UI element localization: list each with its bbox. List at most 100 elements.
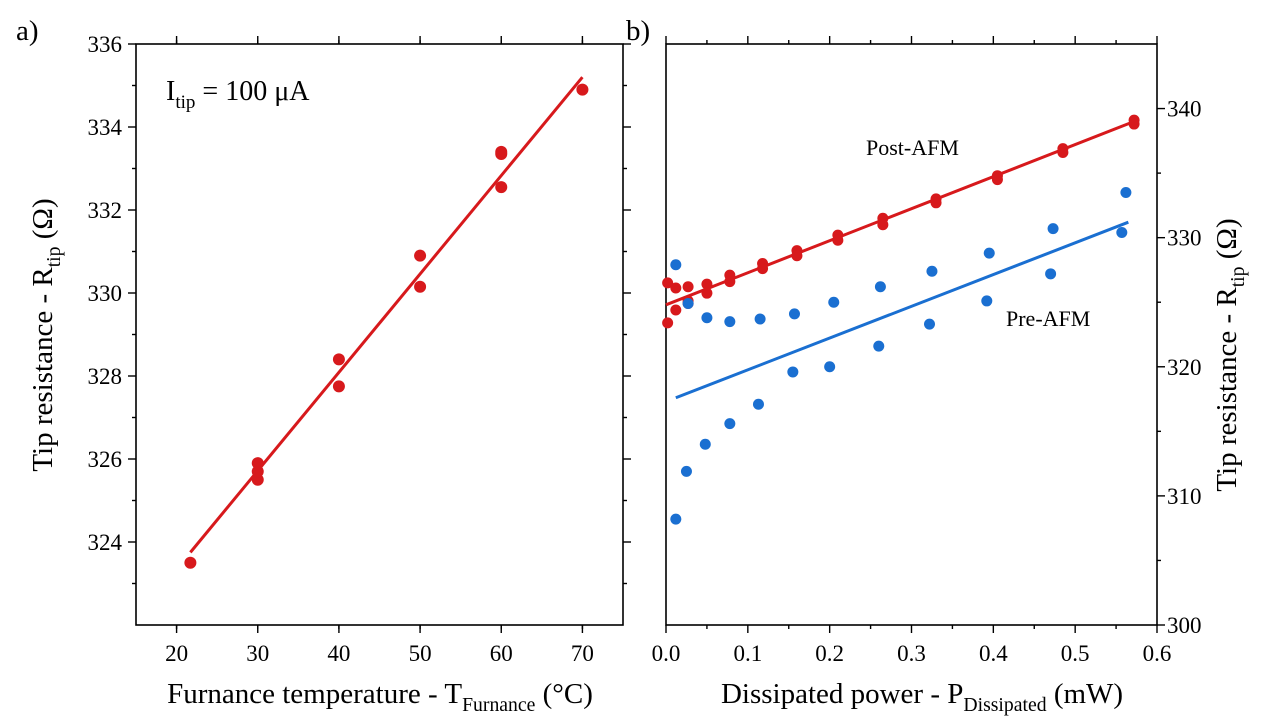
y-axis-label-b: Tip resistance - Rtip (Ω) — [1211, 218, 1249, 491]
data-point-pre-afm — [670, 513, 682, 525]
x-tick-label-a: 20 — [165, 641, 188, 666]
data-point-post-afm — [1128, 118, 1140, 130]
y-tick-label-b: 330 — [1167, 226, 1202, 251]
fit-line-pre-afm — [675, 220, 1129, 400]
data-point-pre-afm — [724, 316, 736, 328]
data-point-pre-afm — [983, 247, 995, 259]
y-tick-label-a: 336 — [88, 32, 123, 57]
data-point-a — [184, 556, 197, 569]
y-axis-label-a-rest: (Ω) — [27, 198, 59, 246]
y-tick-label-b: 340 — [1167, 97, 1202, 122]
y-tick-label-b: 320 — [1167, 355, 1202, 380]
x-tick-label-b: 0.4 — [979, 641, 1008, 666]
x-axis-label-a-rest: (°C) — [535, 678, 593, 710]
series-label-pre-afm: Pre-AFM — [1006, 306, 1090, 331]
panel-label-b: b) — [626, 15, 650, 47]
data-point-pre-afm — [701, 312, 713, 324]
data-point-a — [576, 83, 589, 96]
data-point-post-afm — [724, 276, 736, 288]
y-axis-label-a: Tip resistance - Rtip (Ω) — [27, 198, 65, 471]
y-tick-label-a: 324 — [88, 530, 123, 555]
data-point-pre-afm — [824, 361, 836, 373]
x-axis-label-a-sub: Furnance — [462, 694, 536, 716]
data-point-pre-afm — [680, 465, 692, 477]
data-point-pre-afm — [981, 295, 993, 307]
data-point-post-afm — [991, 174, 1003, 186]
x-tick-label-a: 30 — [246, 641, 269, 666]
data-point-post-afm — [701, 287, 713, 299]
data-point-post-afm — [682, 281, 694, 293]
current-annotation: Itip = 100 μA — [166, 76, 310, 113]
panel-b-frame — [665, 43, 1158, 626]
data-point-pre-afm — [1045, 268, 1057, 280]
data-point-a — [251, 457, 264, 470]
y-tick-label-a: 332 — [88, 198, 123, 223]
y-axis-label-a-sub: tip — [43, 246, 65, 267]
panel-label-a: a) — [16, 15, 39, 47]
data-point-pre-afm — [670, 259, 682, 271]
data-point-pre-afm — [1047, 223, 1059, 235]
data-point-pre-afm — [699, 438, 711, 450]
data-point-pre-afm — [754, 313, 766, 325]
x-axis-label-b-rest: (mW) — [1047, 678, 1124, 710]
data-point-post-afm — [662, 317, 674, 329]
x-axis-label-b-sub: Dissipated — [963, 694, 1046, 716]
data-point-post-afm — [757, 263, 769, 275]
x-tick-label-a: 50 — [409, 641, 432, 666]
data-point-a — [332, 380, 345, 393]
x-axis-label-b: Dissipated power - PDissipated (mW) — [721, 678, 1123, 716]
data-point-pre-afm — [787, 366, 799, 378]
data-point-post-afm — [701, 278, 713, 290]
x-tick-label-a: 70 — [571, 641, 594, 666]
data-point-post-afm — [832, 234, 844, 246]
current-annotation-sub: tip — [175, 92, 195, 113]
data-point-pre-afm — [724, 418, 736, 430]
x-tick-label-b: 0.6 — [1143, 641, 1172, 666]
panel-a-frame — [135, 43, 624, 626]
data-point-a — [414, 280, 427, 293]
data-point-pre-afm — [682, 298, 694, 310]
current-annotation-main: I — [166, 76, 175, 107]
data-point-post-afm — [670, 304, 682, 316]
x-tick-label-b: 0.1 — [733, 641, 762, 666]
data-point-pre-afm — [924, 318, 936, 330]
y-tick-label-a: 330 — [88, 281, 123, 306]
data-point-pre-afm — [874, 281, 886, 293]
x-tick-label-b: 0.5 — [1061, 641, 1090, 666]
y-tick-label-a: 334 — [88, 115, 123, 140]
y-axis-label-a-main: Tip resistance - R — [27, 267, 59, 472]
data-point-pre-afm — [1116, 227, 1128, 239]
x-axis-label-a: Furnance temperature - TFurnance (°C) — [167, 678, 593, 716]
data-point-a — [495, 181, 508, 194]
x-axis-label-b-main: Dissipated power - P — [721, 678, 963, 710]
y-tick-label-a: 328 — [88, 364, 123, 389]
y-axis-label-b-sub: tip — [1227, 266, 1249, 287]
data-point-pre-afm — [873, 340, 885, 352]
data-point-a — [495, 145, 508, 158]
x-tick-label-a: 60 — [490, 641, 513, 666]
data-point-a — [332, 353, 345, 366]
data-point-pre-afm — [752, 398, 764, 410]
data-point-post-afm — [662, 277, 674, 289]
data-point-post-afm — [930, 197, 942, 209]
data-point-post-afm — [791, 250, 803, 262]
panel-b: 0.0 0.1 0.2 0.3 0.4 0.5 0.6 300 310 320 330 340 Post… — [626, 15, 1249, 716]
panel-a: 20 30 40 50 60 70 324 326 328 330 332 334 336 a) Itip … — [16, 15, 631, 716]
data-point-a — [251, 473, 264, 486]
fit-line-a — [189, 76, 584, 554]
y-axis-label-b-rest: (Ω) — [1211, 218, 1243, 266]
data-point-a — [251, 465, 264, 478]
data-point-post-afm — [1057, 146, 1069, 158]
series-label-post-afm: Post-AFM — [866, 135, 959, 160]
x-tick-label-b: 0.0 — [652, 641, 681, 666]
current-annotation-rest: = 100 μA — [195, 76, 310, 107]
x-tick-label-a: 40 — [327, 641, 350, 666]
x-axis-label-a-main: Furnance temperature - T — [167, 678, 462, 710]
y-tick-label-b: 300 — [1167, 613, 1202, 638]
data-point-pre-afm — [788, 308, 800, 320]
data-point-pre-afm — [1120, 186, 1132, 198]
x-tick-label-b: 0.3 — [897, 641, 926, 666]
data-point-a — [414, 249, 427, 262]
fit-line-post-afm — [665, 120, 1135, 307]
